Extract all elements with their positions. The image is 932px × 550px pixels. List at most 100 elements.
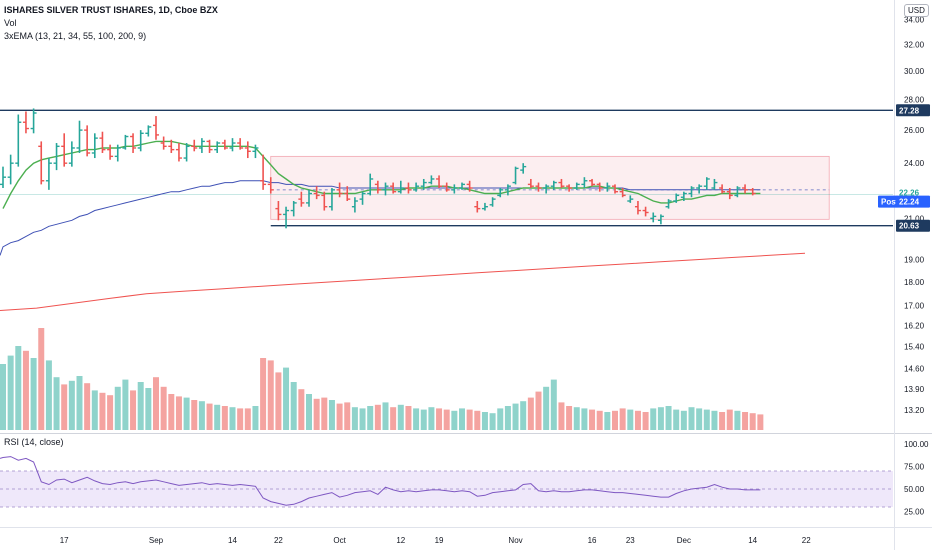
ohlc-bar[interactable]: [436, 175, 443, 189]
ohlc-bar[interactable]: [206, 139, 213, 153]
ohlc-bar[interactable]: [726, 188, 733, 200]
ohlc-bar[interactable]: [68, 141, 75, 167]
ohlc-bar[interactable]: [275, 201, 282, 221]
ohlc-bar[interactable]: [198, 138, 205, 153]
ohlc-bar[interactable]: [527, 178, 534, 189]
ohlc-bar[interactable]: [7, 154, 14, 185]
ohlc-bar[interactable]: [734, 186, 741, 198]
ohlc-bar[interactable]: [558, 178, 565, 189]
ohlc-bar[interactable]: [481, 202, 488, 211]
ohlc-bar[interactable]: [0, 166, 6, 189]
ohlc-bar[interactable]: [535, 182, 542, 192]
ohlc-bar[interactable]: [22, 111, 29, 134]
ohlc-bar[interactable]: [703, 177, 710, 190]
ohlc-bar[interactable]: [466, 180, 473, 192]
ohlc-bar[interactable]: [137, 130, 144, 152]
ohlc-bar[interactable]: [619, 188, 626, 198]
ohlc-bar[interactable]: [489, 197, 496, 207]
ohlc-bar[interactable]: [497, 188, 504, 198]
ohlc-bar[interactable]: [405, 182, 412, 194]
ohlc-bar[interactable]: [306, 189, 312, 207]
ohlc-bar[interactable]: [38, 141, 45, 185]
ohlc-bar[interactable]: [543, 184, 550, 194]
ohlc-bar[interactable]: [550, 180, 557, 190]
ohlc-bar[interactable]: [504, 184, 511, 196]
ohlc-bar[interactable]: [175, 143, 182, 162]
ohlc-bar[interactable]: [214, 141, 221, 153]
ohlc-bar[interactable]: [114, 144, 121, 162]
ema-200-line[interactable]: [0, 252, 806, 311]
ohlc-bar[interactable]: [145, 125, 152, 137]
ohlc-bar[interactable]: [107, 144, 114, 160]
ohlc-bar[interactable]: [15, 114, 22, 167]
price-tag-level[interactable]: 20.63: [896, 219, 930, 232]
ohlc-bar[interactable]: [359, 191, 366, 205]
ohlc-bar[interactable]: [596, 182, 603, 192]
ohlc-bar[interactable]: [191, 139, 198, 152]
ohlc-bar[interactable]: [76, 120, 83, 153]
ohlc-bar[interactable]: [589, 178, 596, 187]
ohlc-bar[interactable]: [290, 201, 297, 217]
ohlc-bar[interactable]: [420, 178, 427, 190]
ohlc-bar[interactable]: [604, 182, 611, 192]
ohlc-bar[interactable]: [650, 212, 657, 223]
ohlc-bar[interactable]: [612, 184, 618, 194]
ohlc-bar[interactable]: [719, 184, 726, 194]
ohlc-bar[interactable]: [53, 143, 60, 171]
ohlc-bar[interactable]: [130, 133, 137, 153]
ohlc-bar[interactable]: [336, 182, 343, 198]
ohlc-bar[interactable]: [397, 180, 404, 194]
ohlc-bar[interactable]: [61, 133, 68, 167]
ohlc-bar[interactable]: [328, 188, 335, 211]
ohlc-bar[interactable]: [413, 182, 420, 192]
ohlc-bar[interactable]: [267, 177, 274, 194]
ohlc-bar[interactable]: [390, 182, 397, 194]
price-tag-post[interactable]: 22.24: [896, 195, 930, 208]
ohlc-bar[interactable]: [160, 136, 167, 150]
ohlc-bar[interactable]: [30, 108, 37, 134]
ohlc-bar[interactable]: [99, 131, 106, 153]
ohlc-bar[interactable]: [520, 163, 527, 174]
currency-badge[interactable]: USD: [904, 4, 929, 17]
ohlc-bar[interactable]: [627, 195, 634, 203]
ohlc-bar[interactable]: [168, 139, 175, 153]
ohlc-bar[interactable]: [474, 201, 481, 213]
ohlc-bar[interactable]: [642, 206, 649, 217]
ohlc-bar[interactable]: [321, 191, 328, 211]
ohlc-bar[interactable]: [221, 139, 228, 150]
ohlc-bar[interactable]: [252, 144, 259, 159]
price-tag-level[interactable]: 27.28: [896, 104, 930, 117]
ohlc-bar[interactable]: [313, 186, 320, 200]
ohlc-bar[interactable]: [742, 184, 749, 194]
ohlc-bar[interactable]: [351, 197, 358, 213]
ohlc-bar[interactable]: [183, 143, 190, 162]
ohlc-bar[interactable]: [84, 125, 91, 157]
ohlc-bar[interactable]: [237, 138, 244, 150]
ohlc-bar[interactable]: [45, 158, 52, 190]
ohlc-bar[interactable]: [696, 184, 703, 194]
ohlc-bar[interactable]: [382, 182, 389, 196]
ohlc-bar[interactable]: [244, 141, 251, 159]
ohlc-bar[interactable]: [711, 178, 718, 190]
ohlc-bar[interactable]: [581, 177, 588, 189]
ohlc-bar[interactable]: [374, 180, 381, 194]
ohlc-bar[interactable]: [298, 191, 305, 207]
ema-13-line[interactable]: [2, 140, 761, 209]
ohlc-bar[interactable]: [443, 182, 450, 192]
ohlc-bar[interactable]: [680, 191, 687, 202]
ohlc-bar[interactable]: [657, 214, 664, 225]
ohlc-bar[interactable]: [665, 199, 672, 209]
ohlc-bar[interactable]: [673, 193, 680, 203]
ohlc-bar[interactable]: [283, 206, 290, 229]
ohlc-bar[interactable]: [367, 173, 374, 196]
ohlc-bar[interactable]: [344, 186, 351, 202]
ohlc-bar[interactable]: [260, 154, 267, 190]
ohlc-bar[interactable]: [573, 182, 580, 190]
ohlc-bar[interactable]: [688, 186, 695, 198]
rsi-line[interactable]: [0, 456, 761, 506]
ohlc-bar[interactable]: [451, 184, 458, 194]
price-tag-post[interactable]: Post: [878, 195, 899, 208]
ohlc-bar[interactable]: [122, 134, 129, 150]
ohlc-bar[interactable]: [459, 182, 465, 190]
